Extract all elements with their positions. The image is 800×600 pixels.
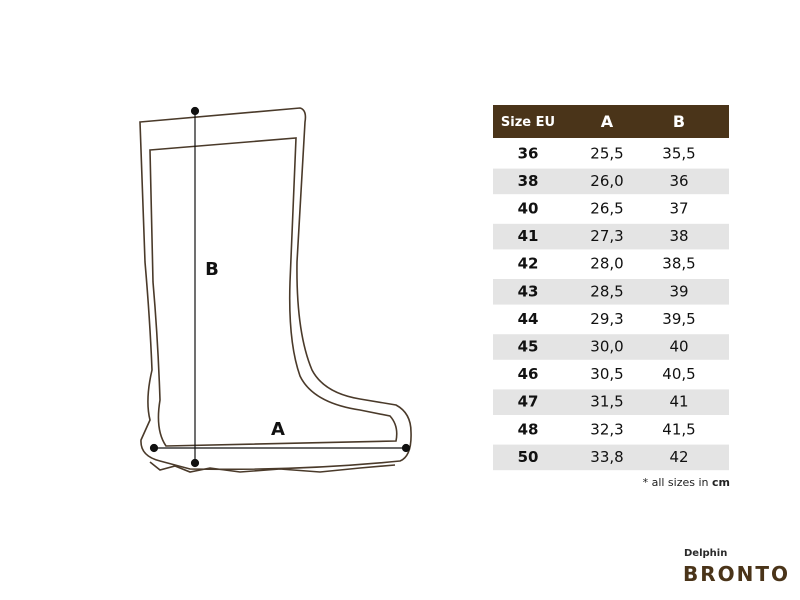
size-table: Size EU A B 36 25,5 35,5 38 26,0 36 40 26,5 37 41 27,… xyxy=(493,105,729,471)
row-shade xyxy=(493,334,729,360)
header-cell: B xyxy=(673,112,685,131)
boot-inner-outline xyxy=(149,137,398,447)
measure-lines xyxy=(149,106,411,468)
boot-outline xyxy=(139,107,412,471)
cell: 50 xyxy=(518,448,539,466)
dot xyxy=(401,443,411,453)
cell: 48 xyxy=(518,420,539,438)
cell: 42 xyxy=(518,255,539,273)
boot-drawing xyxy=(139,107,412,473)
row-shade xyxy=(493,223,729,250)
header-cell: Size EU xyxy=(501,115,555,130)
cell: 44 xyxy=(518,310,539,328)
cell: 41,5 xyxy=(662,420,695,438)
cell: 38 xyxy=(669,227,688,245)
row-shade xyxy=(493,389,729,415)
cell: 40,5 xyxy=(662,365,695,383)
cell: 35,5 xyxy=(662,144,695,162)
cell: 38,5 xyxy=(662,255,695,273)
note-unit: cm xyxy=(712,476,730,489)
note-text: * all sizes in xyxy=(642,476,713,489)
cell: 30,0 xyxy=(590,338,623,356)
cell: 26,0 xyxy=(590,172,623,190)
dot xyxy=(190,106,200,116)
cell: 39 xyxy=(669,282,688,300)
header-row xyxy=(493,105,729,138)
cell: 36 xyxy=(669,172,688,190)
cell: 26,5 xyxy=(590,200,623,218)
cell: 31,5 xyxy=(590,393,623,411)
cell: 29,3 xyxy=(590,310,623,328)
cell: 41 xyxy=(669,393,688,411)
row-shade xyxy=(493,279,729,305)
cell: 33,8 xyxy=(590,448,623,466)
cell: 37 xyxy=(669,200,688,218)
cell: 28,5 xyxy=(590,282,623,300)
brand-maker: Delphin xyxy=(684,548,728,559)
cell: 39,5 xyxy=(662,310,695,328)
header-cell: A xyxy=(601,112,614,131)
length-label: A xyxy=(271,419,285,440)
cell: 40 xyxy=(669,338,688,356)
cell: 28,0 xyxy=(590,255,623,273)
cell: 30,5 xyxy=(590,365,623,383)
height-label: B xyxy=(205,259,219,280)
cell: 25,5 xyxy=(590,144,623,162)
dot xyxy=(190,458,200,468)
cell: 46 xyxy=(518,365,539,383)
dot xyxy=(149,443,159,453)
row-shade xyxy=(493,168,729,195)
boot-sole xyxy=(149,461,396,473)
cell: 43 xyxy=(518,282,539,300)
note: * all sizes in cm xyxy=(560,476,730,489)
row-shade xyxy=(493,444,729,471)
cell: 36 xyxy=(518,144,539,162)
cell: 41 xyxy=(518,227,539,245)
cell: 42 xyxy=(669,448,688,466)
cell: 45 xyxy=(518,338,539,356)
cell: 32,3 xyxy=(590,420,623,438)
cell: 27,3 xyxy=(590,227,623,245)
brand-product: BRONTO xyxy=(683,562,791,586)
cell: 38 xyxy=(518,172,539,190)
cell: 40 xyxy=(518,200,539,218)
cell: 47 xyxy=(518,393,539,411)
